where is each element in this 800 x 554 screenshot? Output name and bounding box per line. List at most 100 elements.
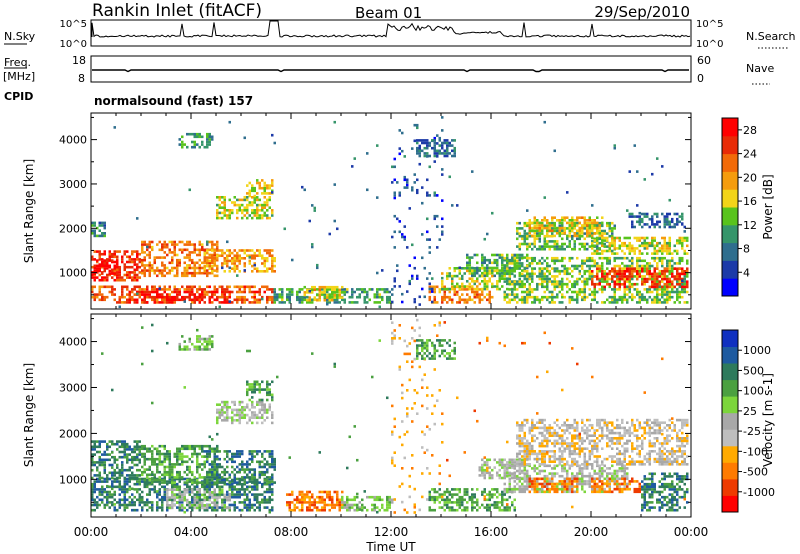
data-cell [253, 301, 256, 304]
data-cell [631, 298, 634, 302]
data-cell [123, 445, 126, 449]
data-cell [118, 445, 121, 449]
data-cell [641, 212, 644, 216]
data-cell [336, 227, 339, 231]
data-cell [553, 280, 556, 283]
data-cell [263, 262, 266, 265]
data-cell [271, 288, 274, 291]
data-cell [671, 272, 674, 276]
data-cell [311, 245, 314, 249]
data-cell [93, 269, 96, 273]
data-cell [578, 216, 581, 219]
data-cell [193, 476, 196, 479]
data-cell [163, 285, 166, 289]
data-cell [246, 203, 249, 207]
data-cell [616, 252, 619, 255]
data-cell [258, 463, 261, 466]
data-cell [491, 253, 494, 257]
data-cell [663, 236, 666, 240]
data-cell [551, 267, 554, 270]
data-cell [163, 473, 166, 477]
data-cell [458, 272, 461, 275]
data-cell [153, 288, 156, 291]
data-cell [96, 468, 99, 472]
data-cell [526, 264, 529, 268]
data-cell [386, 288, 389, 291]
data-cell [521, 272, 524, 276]
data-cell [116, 463, 119, 467]
data-cell [181, 477, 184, 481]
data-cell [271, 191, 274, 194]
data-cell [171, 496, 174, 499]
data-cell [168, 498, 171, 502]
data-cell [258, 506, 261, 509]
data-cell [226, 240, 229, 244]
data-cell [163, 447, 166, 451]
data-cell [533, 259, 536, 263]
data-cell [178, 504, 181, 507]
data-cell [631, 275, 634, 278]
data-cell [663, 301, 666, 304]
data-cell [396, 217, 399, 221]
data-cell [216, 478, 219, 482]
data-cell [586, 221, 589, 225]
data-cell [271, 211, 274, 215]
data-cell [136, 448, 139, 451]
data-cell [323, 298, 326, 302]
data-cell [286, 295, 289, 299]
data-cell [196, 463, 199, 466]
data-cell [271, 298, 274, 302]
data-cell [123, 440, 126, 443]
data-cell [173, 266, 176, 270]
data-cell [593, 285, 596, 289]
data-cell [518, 234, 521, 238]
data-cell [353, 301, 356, 304]
data-cell [526, 259, 529, 263]
data-cell [136, 440, 139, 443]
data-cell [138, 252, 141, 256]
data-cell [168, 285, 171, 289]
data-cell [196, 298, 199, 302]
data-cell [228, 300, 231, 303]
data-cell [166, 480, 169, 483]
data-cell [248, 452, 251, 456]
data-cell [656, 275, 659, 278]
data-cell [513, 262, 516, 265]
data-cell [216, 504, 219, 507]
data-cell [101, 252, 104, 256]
data-cell [198, 488, 201, 491]
data-cell [451, 154, 454, 158]
data-cell [513, 295, 516, 299]
data-cell [263, 463, 266, 466]
data-cell [221, 400, 224, 404]
data-cell [476, 266, 479, 270]
data-cell [653, 301, 656, 304]
data-cell [638, 244, 641, 248]
data-cell [238, 288, 241, 291]
data-cell [658, 220, 661, 224]
data-cell [191, 455, 194, 458]
data-cell [566, 245, 569, 248]
data-cell [93, 503, 96, 507]
data-cell [621, 283, 624, 286]
data-cell [138, 288, 141, 291]
data-cell [636, 272, 639, 276]
data-cell [303, 188, 306, 192]
data-cell [683, 301, 686, 304]
data-cell [256, 192, 259, 195]
data-cell [146, 245, 149, 249]
data-cell [168, 301, 171, 304]
data-cell [191, 482, 194, 486]
data-cell [206, 269, 209, 272]
data-cell [628, 295, 631, 299]
data-cell [158, 463, 161, 466]
data-cell [258, 290, 261, 294]
data-cell [421, 201, 424, 205]
data-cell [221, 491, 224, 494]
data-cell [576, 280, 579, 283]
data-cell [251, 452, 254, 456]
data-cell [618, 270, 621, 273]
data-cell [341, 291, 344, 294]
data-cell [603, 232, 606, 235]
data-cell [91, 255, 94, 259]
